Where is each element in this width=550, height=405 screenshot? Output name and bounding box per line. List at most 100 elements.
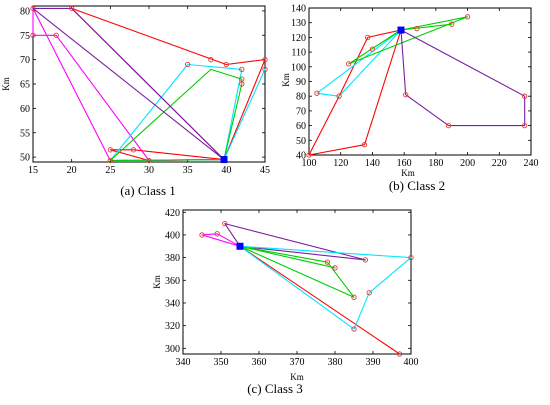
customer-point	[130, 147, 137, 153]
x-axis-label: Km	[290, 372, 304, 382]
x-tick-label: 35	[183, 165, 193, 176]
y-tick-label: 130	[291, 18, 306, 29]
x-tick-label: 360	[252, 357, 267, 368]
customer-point	[306, 152, 312, 158]
customer-point	[369, 46, 376, 52]
x-axis-label: Km	[401, 168, 415, 178]
customer-point	[351, 294, 357, 300]
route-line	[239, 245, 401, 355]
customer-point	[223, 61, 229, 68]
x-tick-label: 340	[176, 357, 191, 368]
y-tick-label: 140	[291, 4, 306, 15]
route-line	[239, 245, 336, 269]
customer-point	[214, 231, 220, 237]
y-tick-label: 340	[165, 298, 180, 309]
route-line	[348, 16, 469, 65]
y-tick-label: 70	[20, 55, 30, 66]
route-line	[109, 68, 243, 162]
customer-point	[239, 81, 245, 87]
x-tick-label: 390	[366, 357, 381, 368]
customer-point	[414, 25, 420, 32]
y-tick-label: 90	[296, 77, 306, 88]
y-tick-label: 50	[296, 136, 306, 147]
customer-point	[199, 232, 205, 238]
customer-point	[146, 157, 152, 164]
x-tick-label: 140	[365, 158, 380, 169]
panel-caption: (b) Class 2	[389, 178, 445, 193]
customer-point	[336, 93, 342, 99]
x-tick-label: 350	[214, 357, 229, 368]
y-tick-label: 75	[20, 31, 30, 42]
x-tick-label: 200	[460, 158, 475, 169]
depot-marker	[220, 156, 228, 164]
y-tick-label: 80	[20, 6, 30, 17]
y-axis-label: Km	[1, 77, 11, 91]
customer-point	[408, 254, 414, 261]
x-tick-label: 30	[144, 165, 154, 176]
customer-point	[239, 76, 245, 82]
y-tick-label: 50	[20, 153, 30, 164]
y-tick-label: 300	[165, 344, 180, 355]
customer-point	[30, 5, 36, 12]
customer-point	[107, 157, 113, 164]
y-tick-label: 420	[165, 208, 180, 219]
plot-frame	[32, 5, 266, 163]
route-line	[400, 29, 526, 127]
customer-point	[314, 90, 320, 96]
x-tick-label: 120	[333, 158, 348, 169]
y-tick-label: 40	[296, 151, 306, 162]
customer-point	[522, 93, 528, 99]
route-line	[308, 29, 402, 156]
panel-class-1: 15 20 25 30 35 40 45 50 55 60 65 70 75 80 Km (a) Class …	[1, 5, 270, 198]
customer-point	[107, 147, 113, 153]
y-tick-label: 380	[165, 253, 180, 264]
y-tick-label: 120	[291, 33, 306, 44]
panel-class-3: 340 350 360 370 380 390 400 300 320 340 360 380 400 4…	[152, 208, 419, 396]
x-tick-label: 220	[492, 158, 507, 169]
customer-point	[522, 122, 528, 129]
customer-point	[53, 32, 59, 38]
y-tick-label: 80	[296, 92, 306, 103]
depot-marker	[236, 242, 244, 250]
y-tick-label: 400	[165, 230, 180, 241]
customer-point	[262, 66, 268, 73]
x-tick-label: 25	[105, 165, 115, 176]
customer-point	[239, 66, 245, 73]
customer-point	[222, 220, 228, 227]
customer-point	[362, 257, 369, 263]
x-tick-label: 160	[397, 158, 412, 169]
x-tick-label: 45	[260, 165, 270, 176]
x-tick-label: 180	[428, 158, 443, 169]
y-tick-label: 55	[20, 128, 30, 139]
x-tick-label: 380	[328, 357, 343, 368]
route-line	[32, 7, 225, 161]
y-tick-label: 60	[20, 104, 30, 115]
customer-point	[366, 290, 372, 296]
y-axis-label: Km	[281, 73, 291, 87]
customer-point	[445, 122, 452, 129]
route-line	[223, 68, 266, 160]
customer-point	[361, 142, 368, 148]
customer-point	[332, 265, 338, 271]
route-line	[109, 149, 225, 162]
customer-point	[464, 14, 471, 20]
panel-class-2: 100 120 140 160 180 200 220 240 40 50 60 70 80 90 100 1…	[281, 4, 539, 194]
customer-point	[185, 61, 191, 68]
customer-point	[449, 21, 455, 27]
x-tick-label: 400	[404, 357, 419, 368]
y-tick-label: 65	[20, 80, 30, 91]
y-tick-label: 70	[296, 106, 306, 117]
y-tick-label: 100	[291, 62, 306, 73]
x-tick-label: 370	[290, 357, 305, 368]
x-tick-label: 40	[221, 165, 231, 176]
panel-caption: (a) Class 1	[120, 183, 176, 198]
y-tick-label: 360	[165, 276, 180, 287]
customer-point	[69, 5, 75, 12]
y-tick-label: 110	[291, 48, 306, 59]
depot-marker	[397, 26, 405, 34]
route-line	[239, 245, 355, 298]
y-tick-label: 320	[165, 321, 180, 332]
route-line	[316, 29, 402, 97]
route-line	[71, 7, 266, 160]
